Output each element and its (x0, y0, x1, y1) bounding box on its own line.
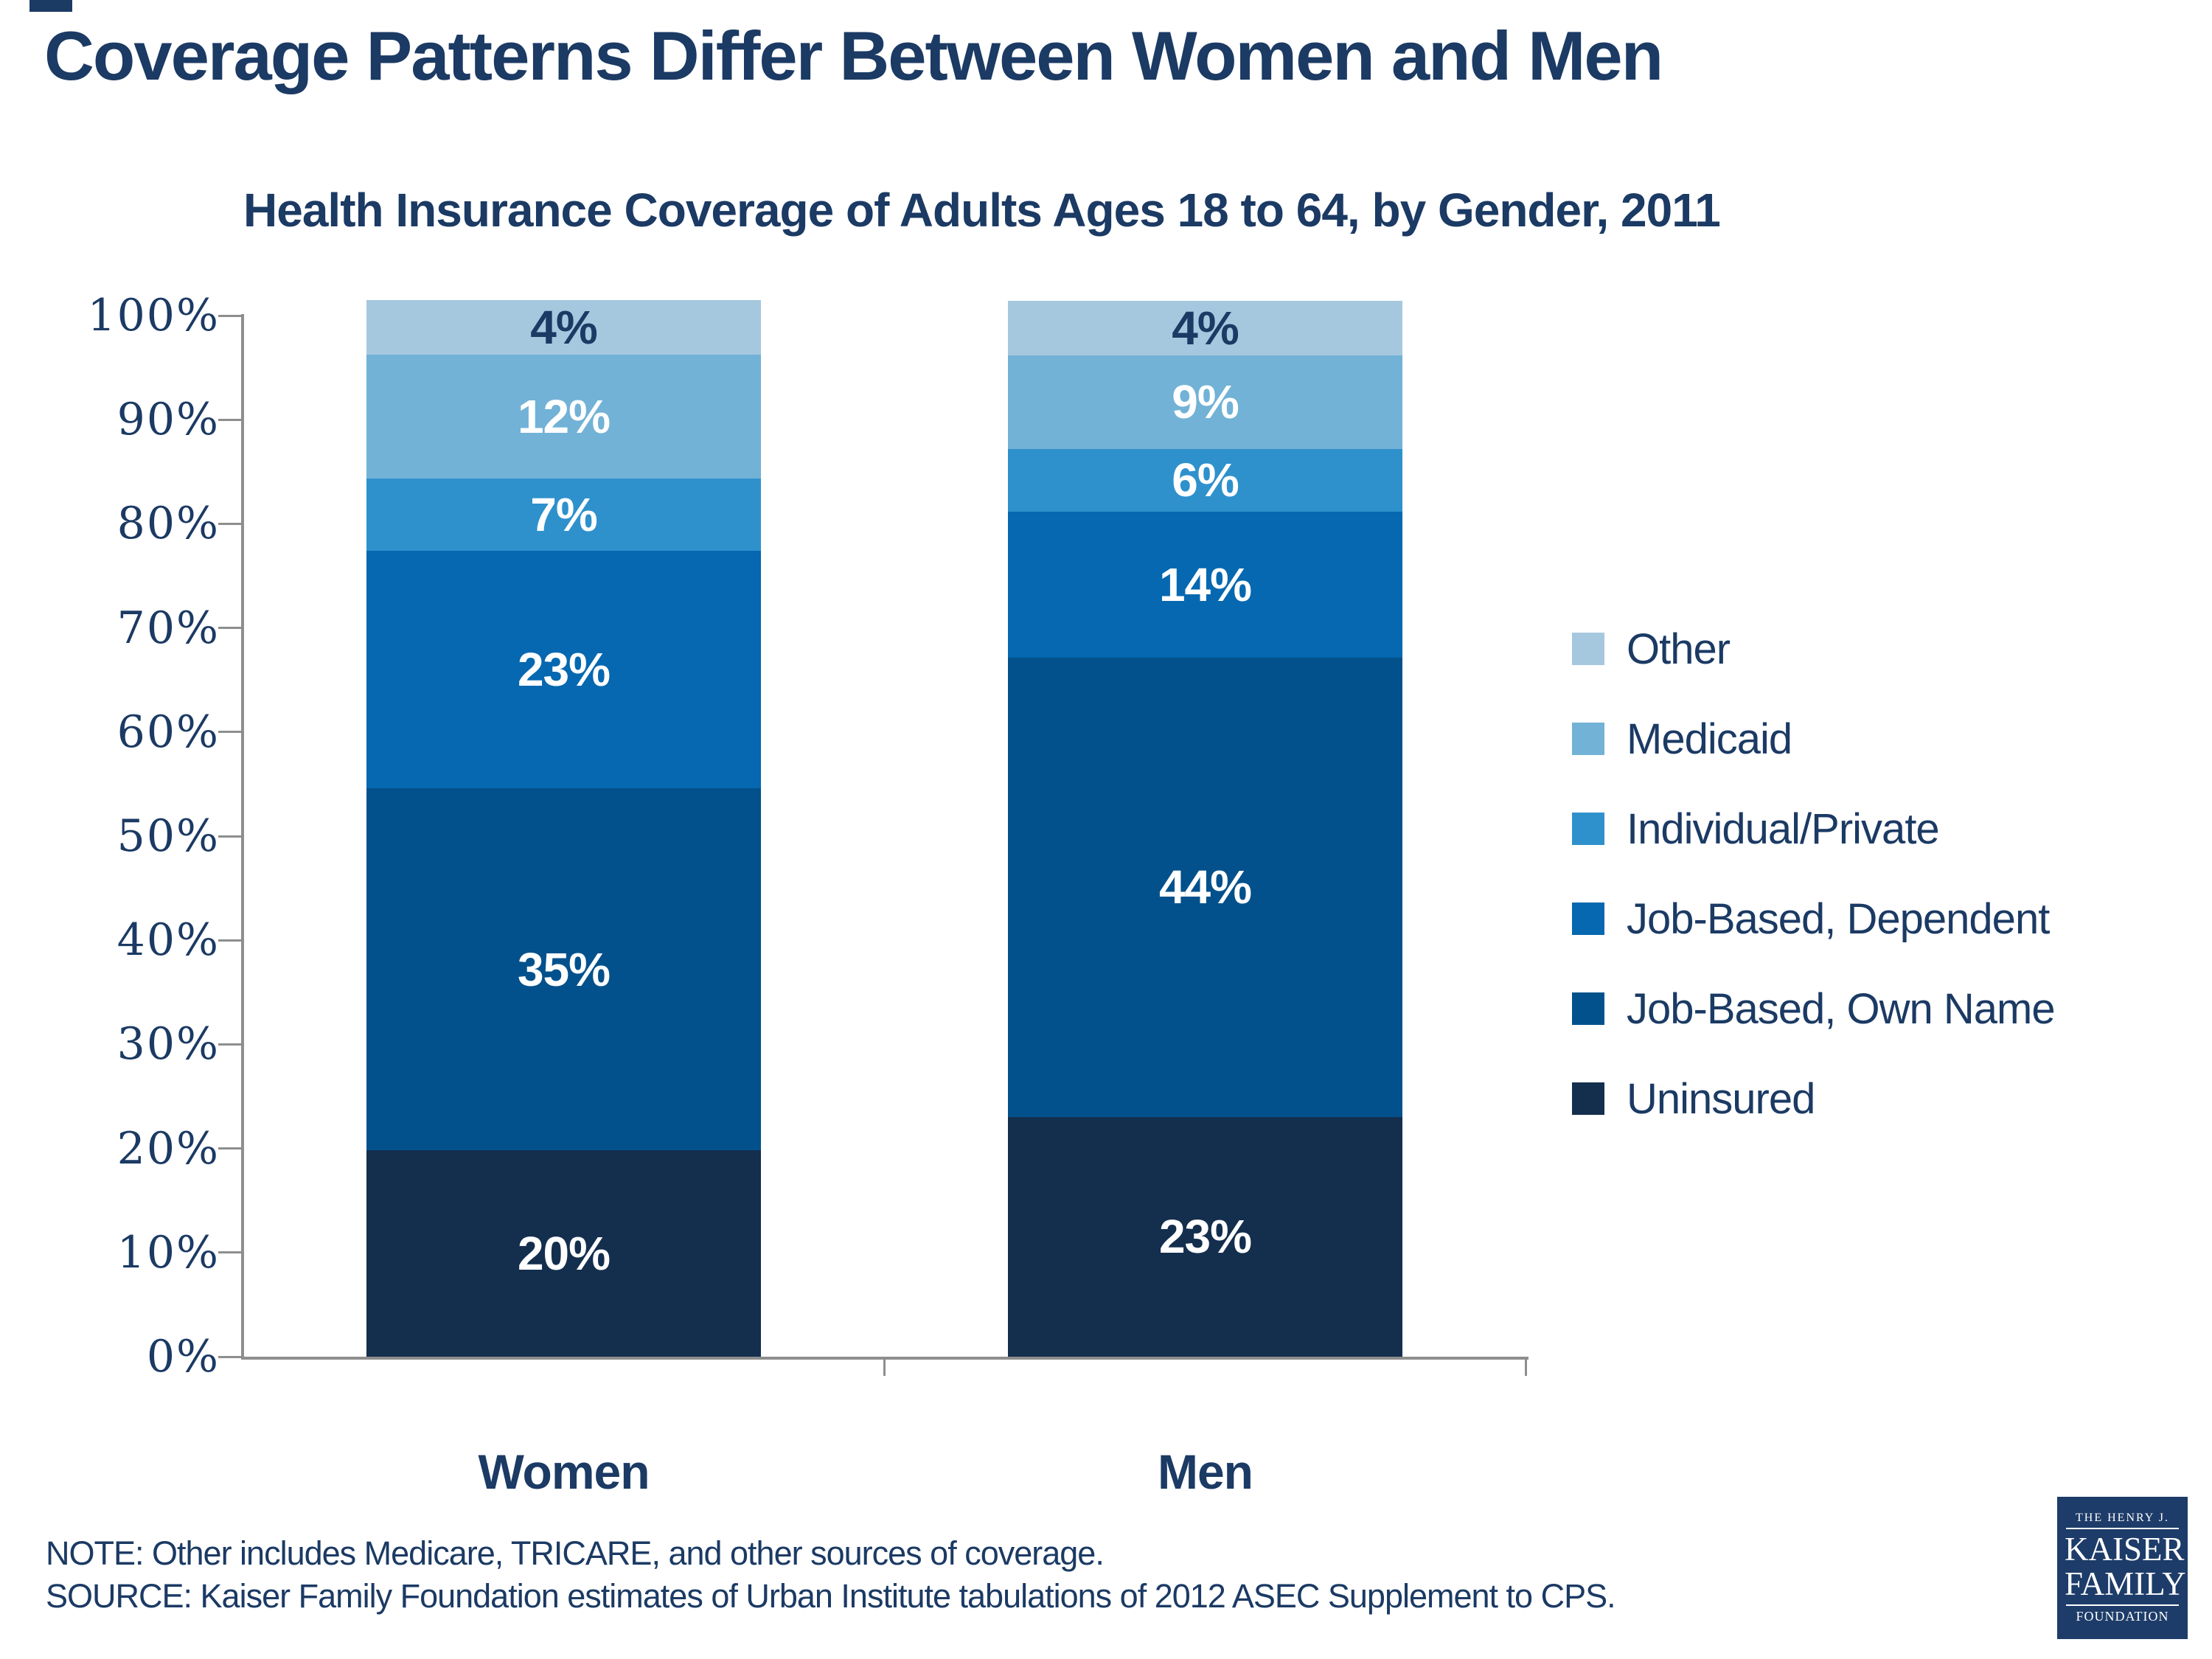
segment-value-label: 4% (530, 301, 597, 355)
legend-label: Job-Based, Dependent (1627, 894, 2050, 943)
legend-item-medicaid: Medicaid (1572, 714, 1792, 763)
legend-swatch-icon (1572, 813, 1604, 845)
segment-value-label: 9% (1172, 375, 1239, 429)
legend-label: Other (1627, 625, 1731, 673)
segment-value-label: 23% (1158, 1210, 1252, 1264)
segment-value-label: 7% (530, 488, 597, 542)
y-tick-mark (218, 418, 242, 421)
segment-value-label: 12% (517, 390, 611, 444)
y-axis-label: 80% (116, 498, 220, 550)
segment-value-label: 14% (1158, 557, 1252, 611)
kff-logo-line4: FOUNDATION (2076, 1609, 2169, 1624)
segment-women-job-based-dependent: 23% (366, 551, 761, 789)
legend-label: Individual/Private (1627, 804, 1940, 853)
y-tick-mark (218, 314, 242, 317)
legend-item-other: Other (1572, 625, 1731, 673)
segment-women-uninsured: 20% (366, 1150, 761, 1357)
y-axis-label: 100% (87, 290, 220, 341)
y-axis-label: 40% (116, 914, 220, 967)
x-tick-mark (1525, 1358, 1527, 1376)
kff-logo-line1: THE HENRY J. (2076, 1512, 2169, 1524)
y-tick-mark (218, 1251, 242, 1254)
kff-logo-kaiser: KAISER (2065, 1531, 2185, 1568)
segment-men-individual-private: 6% (1008, 448, 1402, 512)
kff-logo: THE HENRY J. KAISER FAMILY FOUNDATION (2057, 1497, 2188, 1639)
segment-value-label: 4% (1172, 301, 1239, 355)
y-axis-label: 20% (116, 1122, 220, 1175)
legend-item-job-based-own-name: Job-Based, Own Name (1572, 984, 2056, 1033)
segment-value-label: 44% (1158, 860, 1252, 914)
kff-logo-rule-bottom (2066, 1604, 2179, 1606)
legend-label: Uninsured (1627, 1074, 1815, 1123)
corner-accent-mark (29, 0, 72, 12)
note-line: NOTE: Other includes Medicare, TRICARE, … (46, 1534, 1105, 1572)
y-tick-mark (218, 1043, 242, 1046)
legend-item-individual-private: Individual/Private (1572, 804, 1940, 853)
footnotes: NOTE: Other includes Medicare, TRICARE, … (46, 1532, 1616, 1618)
y-tick-mark (218, 731, 242, 734)
bar-women: 20% 35% 23% 7% 12% 4% (366, 300, 761, 1357)
segment-value-label: 20% (517, 1226, 611, 1280)
segment-value-label: 6% (1172, 453, 1239, 507)
legend-swatch-icon (1572, 723, 1604, 755)
segment-value-label: 35% (517, 942, 611, 996)
legend-label: Job-Based, Own Name (1627, 984, 2056, 1033)
y-axis-label: 60% (116, 706, 220, 758)
segment-men-job-based-dependent: 14% (1008, 511, 1402, 658)
legend-swatch-icon (1572, 633, 1604, 665)
y-tick-mark (218, 939, 242, 942)
legend-swatch-icon (1572, 1082, 1604, 1115)
legend-item-job-based-dependent: Job-Based, Dependent (1572, 894, 2050, 943)
y-axis-label: 50% (116, 810, 220, 862)
slide-title: Coverage Patterns Differ Between Women a… (44, 17, 1663, 94)
y-tick-mark (218, 1147, 242, 1150)
y-axis-label: 30% (116, 1018, 220, 1071)
segment-women-medicaid: 12% (366, 355, 761, 479)
category-label-women: Women (478, 1444, 650, 1499)
segment-women-other: 4% (366, 300, 761, 355)
y-axis-line (241, 314, 244, 1359)
kff-logo-family: FAMILY (2065, 1565, 2186, 1602)
chart-title: Health Insurance Coverage of Adults Ages… (243, 184, 1721, 237)
segment-men-uninsured: 23% (1008, 1116, 1402, 1357)
bar-men: 23% 44% 14% 6% 9% 4% (1008, 300, 1402, 1357)
y-tick-mark (218, 835, 242, 838)
y-tick-mark (218, 522, 242, 525)
segment-women-job-based-own-name: 35% (366, 788, 761, 1150)
y-tick-mark (218, 1355, 242, 1358)
source-line: SOURCE: Kaiser Family Foundation estimat… (46, 1577, 1616, 1615)
y-axis-label: 90% (116, 394, 220, 446)
segment-men-medicaid: 9% (1008, 355, 1402, 449)
legend-swatch-icon (1572, 902, 1604, 935)
segment-men-job-based-own-name: 44% (1008, 657, 1402, 1117)
y-axis-label: 70% (116, 602, 220, 654)
segment-women-individual-private: 7% (366, 479, 761, 552)
legend-swatch-icon (1572, 992, 1604, 1025)
y-tick-mark (218, 627, 242, 630)
category-label-men: Men (1158, 1444, 1253, 1499)
segment-value-label: 23% (517, 643, 611, 697)
x-tick-mark (883, 1358, 886, 1376)
kff-logo-rule-top (2066, 1528, 2179, 1529)
legend-label: Medicaid (1627, 714, 1792, 763)
segment-men-other: 4% (1008, 300, 1402, 355)
y-axis-label: 0% (146, 1331, 220, 1382)
y-axis-label: 10% (116, 1226, 220, 1279)
legend-item-uninsured: Uninsured (1572, 1074, 1815, 1123)
